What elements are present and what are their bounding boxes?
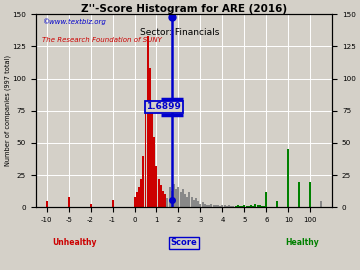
Bar: [241, 206, 243, 207]
Bar: [46, 201, 48, 207]
Bar: [309, 182, 311, 207]
Text: Score: Score: [171, 238, 197, 247]
Bar: [237, 205, 239, 207]
Y-axis label: Number of companies (997 total): Number of companies (997 total): [4, 55, 11, 166]
Bar: [193, 200, 195, 207]
Bar: [224, 205, 226, 207]
Bar: [162, 191, 164, 207]
Bar: [252, 206, 254, 207]
Bar: [180, 192, 182, 207]
Bar: [250, 205, 252, 207]
Bar: [215, 205, 217, 207]
Bar: [213, 205, 215, 207]
Bar: [149, 68, 151, 207]
Text: The Research Foundation of SUNY: The Research Foundation of SUNY: [42, 37, 161, 43]
Bar: [239, 206, 241, 207]
Bar: [153, 137, 155, 207]
Bar: [298, 182, 300, 207]
Bar: [202, 202, 204, 207]
Bar: [112, 200, 113, 207]
Text: Healthy: Healthy: [286, 238, 319, 247]
Bar: [166, 198, 168, 207]
Bar: [248, 206, 250, 207]
Bar: [230, 206, 232, 207]
Bar: [156, 166, 157, 207]
Bar: [228, 205, 230, 207]
Bar: [219, 206, 221, 207]
Bar: [257, 205, 258, 207]
Bar: [221, 205, 223, 207]
Bar: [265, 192, 267, 207]
Text: Sector: Financials: Sector: Financials: [140, 28, 220, 37]
Bar: [173, 184, 175, 207]
Bar: [184, 194, 186, 207]
Bar: [147, 36, 149, 207]
Bar: [259, 205, 261, 207]
Bar: [263, 206, 265, 207]
Bar: [136, 192, 138, 207]
Bar: [188, 192, 190, 207]
Bar: [206, 205, 208, 207]
Bar: [195, 198, 197, 207]
Bar: [197, 201, 199, 207]
Bar: [134, 197, 135, 207]
Title: Z''-Score Histogram for ARE (2016): Z''-Score Histogram for ARE (2016): [81, 4, 287, 14]
Bar: [255, 204, 256, 207]
Bar: [235, 206, 237, 207]
Bar: [142, 156, 144, 207]
Bar: [151, 111, 153, 207]
Bar: [246, 206, 248, 207]
Text: 1.6899: 1.6899: [147, 102, 181, 112]
Bar: [287, 149, 289, 207]
Bar: [208, 205, 210, 207]
Bar: [68, 197, 69, 207]
Bar: [171, 191, 173, 207]
Bar: [140, 179, 142, 207]
Bar: [186, 197, 188, 207]
Bar: [160, 185, 162, 207]
Bar: [261, 206, 263, 207]
Bar: [169, 187, 171, 207]
Bar: [320, 201, 322, 207]
Bar: [210, 204, 212, 207]
Bar: [164, 194, 166, 207]
Bar: [217, 205, 219, 207]
Bar: [158, 179, 160, 207]
Bar: [182, 189, 184, 207]
Bar: [233, 206, 234, 207]
Bar: [138, 187, 140, 207]
Bar: [276, 201, 278, 207]
Bar: [144, 104, 147, 207]
Bar: [177, 187, 179, 207]
Bar: [226, 206, 228, 207]
Bar: [243, 205, 246, 207]
Bar: [199, 204, 201, 207]
Bar: [175, 189, 177, 207]
Bar: [90, 204, 91, 207]
Text: ©www.textbiz.org: ©www.textbiz.org: [42, 18, 105, 25]
Text: Unhealthy: Unhealthy: [52, 238, 96, 247]
Bar: [191, 197, 193, 207]
Bar: [204, 204, 206, 207]
